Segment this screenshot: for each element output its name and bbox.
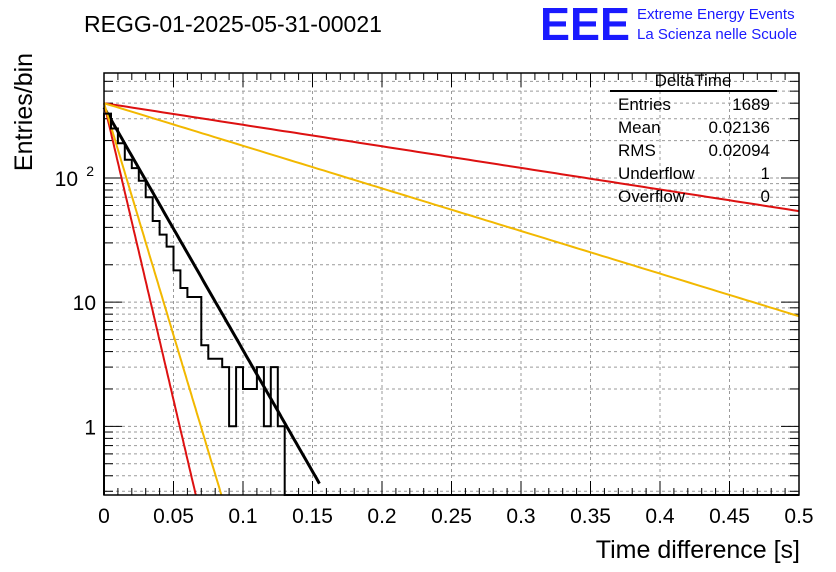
fit-curve-2 — [103, 102, 223, 496]
stats-label: RMS — [618, 141, 656, 160]
stats-label: Entries — [618, 95, 671, 114]
eee-logo-mark: EEE — [540, 0, 630, 50]
y-tick-label: 10 — [55, 168, 78, 191]
chart-title: REGG-01-2025-05-31-00021 — [84, 11, 382, 37]
eee-logo-line2: La Scienza nelle Scuole — [637, 26, 797, 43]
stats-box: DeltaTime Entries 1689 Mean 0.02136 RMS 0.020… — [610, 71, 777, 206]
eee-logo-line1: Extreme Energy Events — [637, 6, 795, 23]
y-tick-label: 10 — [73, 292, 96, 315]
x-tick-label: 0.25 — [431, 505, 472, 528]
x-axis-label: Time difference [s] — [596, 536, 800, 564]
y-tick-label: 1 — [84, 416, 96, 439]
stats-title: DeltaTime — [655, 71, 732, 90]
fit-curve-1 — [103, 102, 197, 496]
x-tick-label: 0.5 — [784, 505, 813, 528]
x-tick-label: 0.4 — [645, 505, 675, 528]
minor-ticks — [103, 73, 800, 495]
stats-value: 1689 — [732, 95, 770, 114]
x-tick-label: 0.15 — [292, 505, 333, 528]
x-tick-label: 0.1 — [228, 505, 257, 528]
y-axis-label: Entries/bin — [10, 53, 38, 171]
stats-label: Underflow — [618, 164, 695, 183]
y-axis: 1 10 10 2 — [55, 163, 96, 439]
fit-curves — [102, 102, 800, 496]
stats-label: Overflow — [618, 187, 686, 206]
x-tick-label: 0.45 — [709, 505, 750, 528]
stats-value: 0.02136 — [709, 118, 770, 137]
stats-value: 0.02094 — [709, 141, 770, 160]
x-tick-label: 0.2 — [367, 505, 396, 528]
fit-curve-3 — [103, 102, 800, 213]
stats-rows: Entries 1689 Mean 0.02136 RMS 0.02094 Underflo… — [618, 95, 770, 206]
y-tick-exponent: 2 — [86, 163, 94, 179]
stats-value: 1 — [761, 164, 770, 183]
x-tick-label: 0.3 — [506, 505, 535, 528]
fit-curve-4 — [103, 102, 800, 318]
x-axis: 0 0.05 0.1 0.15 0.2 0.25 0.3 0.35 0.4 0.45 0.5 — [98, 73, 814, 528]
stats-label: Mean — [618, 118, 661, 137]
fit-curve-0 — [102, 106, 321, 485]
eee-logo: EEE Extreme Energy Events La Scienza nel… — [540, 0, 797, 50]
x-tick-label: 0.35 — [570, 505, 611, 528]
x-tick-label: 0.05 — [153, 505, 194, 528]
x-tick-label: 0 — [98, 505, 110, 528]
stats-value: 0 — [761, 187, 770, 206]
